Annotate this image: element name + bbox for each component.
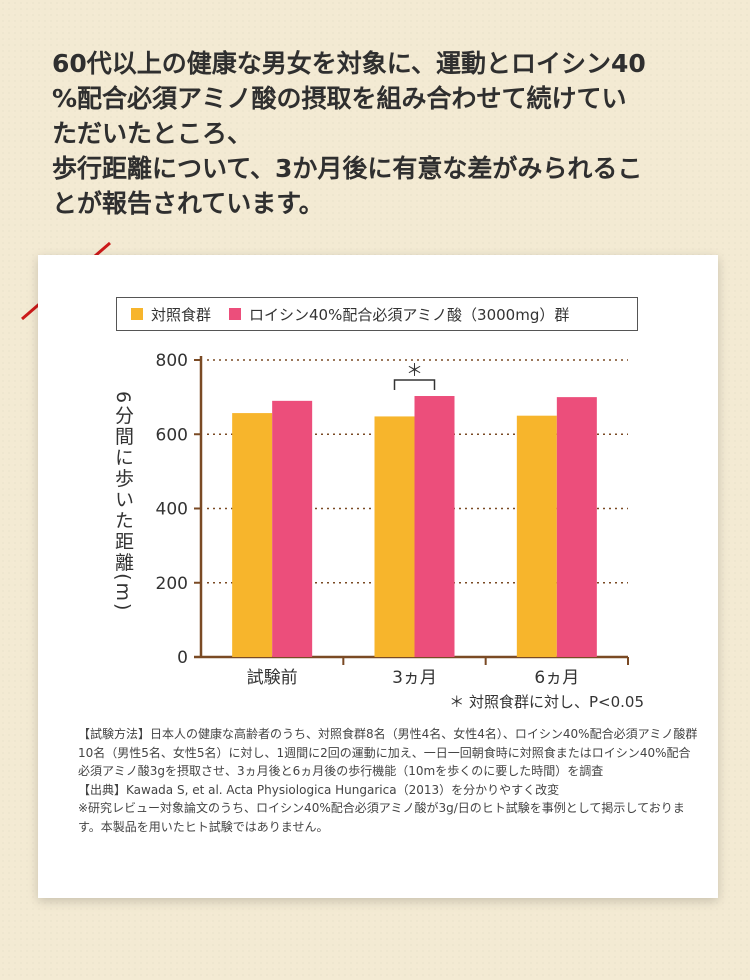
significance-mark: ＊ xyxy=(406,361,423,381)
legend-item-leucine: ロイシン40%配合必須アミノ酸（3000mg）群 xyxy=(229,304,569,325)
y-tick-label: 200 xyxy=(156,574,188,594)
y-tick-label: 600 xyxy=(156,425,188,445)
legend-item-control: 対照食群 xyxy=(131,304,211,325)
legend-swatch-leucine xyxy=(229,308,242,320)
bar xyxy=(556,397,597,657)
y-tick-label: 0 xyxy=(177,648,188,668)
headline-line-3: ただいたところ、 xyxy=(52,119,253,148)
bar xyxy=(232,413,273,657)
bar xyxy=(414,396,455,657)
headline-line-5: とが報告されています。 xyxy=(52,189,324,218)
headline-line-2: %配合必須アミノ酸の摂取を組み合わせて続けてい xyxy=(52,84,627,113)
note-disclaimer: ※研究レビュー対象論文のうち、ロイシン40%配合必須アミノ酸が3g/日のヒト試験… xyxy=(78,801,685,834)
legend-label-leucine: ロイシン40%配合必須アミノ酸（3000mg）群 xyxy=(249,305,570,324)
bar xyxy=(516,415,557,657)
x-tick-label: 試験前 xyxy=(247,668,298,688)
significance-bracket xyxy=(393,379,436,391)
bar-chart: 0 200 400 600 800 試験前 3ヵ月 6ヵ月 ＊ ＊ 対照食群に対し、P<0.05 xyxy=(156,351,644,711)
headline-line-4: 歩行距離について、3か月後に有意な差がみられるこ xyxy=(52,154,643,183)
legend-swatch-control xyxy=(131,308,143,320)
headline-line-1: 60代以上の健康な男女を対象に、運動とロイシン40 xyxy=(52,49,646,78)
chart-legend: 対照食群 ロイシン40%配合必須アミノ酸（3000mg）群 xyxy=(116,297,638,331)
legend-label-control: 対照食群 xyxy=(151,305,212,324)
chart-card: 対照食群 ロイシン40%配合必須アミノ酸（3000mg）群 6分間に歩いた距離(… xyxy=(38,255,718,898)
y-axis-label: 6分間に歩いた距離(m) xyxy=(112,391,134,613)
x-tick-label: 6ヵ月 xyxy=(534,668,579,688)
headline: 60代以上の健康な男女を対象に、運動とロイシン40 %配合必須アミノ酸の摂取を組… xyxy=(52,46,712,221)
study-notes: 【試験方法】日本人の健康な高齢者のうち、対照食群8名（男性4名、女性4名）、ロイ… xyxy=(78,725,698,836)
y-tick-label: 400 xyxy=(156,500,188,520)
bar xyxy=(272,400,313,657)
note-source: 【出典】Kawada S, et al. Acta Physiologica H… xyxy=(78,782,560,797)
significance-note: ＊ 対照食群に対し、P<0.05 xyxy=(449,693,644,711)
note-method: 【試験方法】日本人の健康な高齢者のうち、対照食群8名（男性4名、女性4名）、ロイ… xyxy=(78,727,698,778)
y-tick-label: 800 xyxy=(156,351,188,371)
bar xyxy=(374,416,415,657)
x-tick-label: 3ヵ月 xyxy=(392,668,437,688)
